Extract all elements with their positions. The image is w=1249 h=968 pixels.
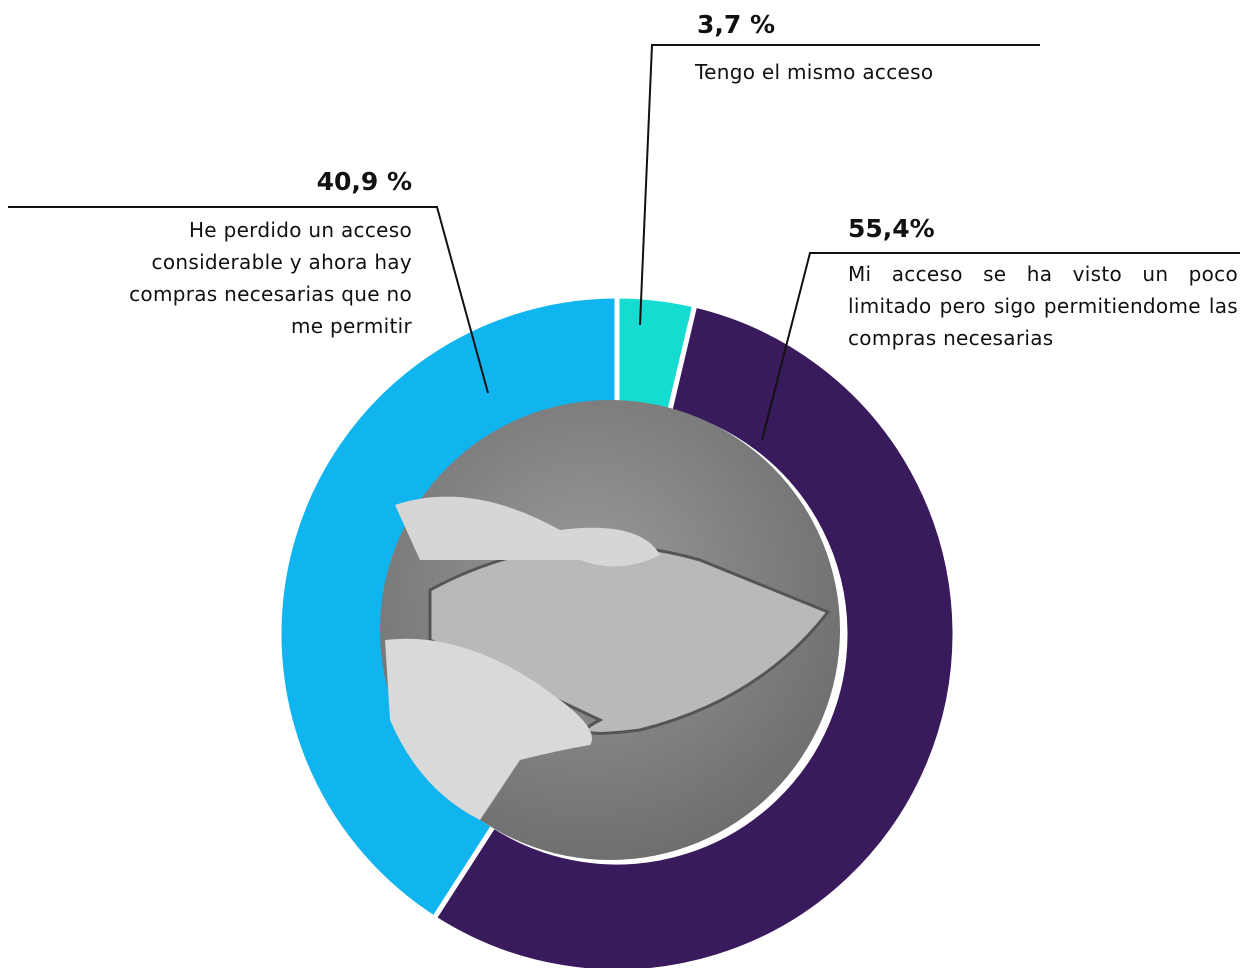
category-label: Tengo el mismo acceso <box>695 60 934 84</box>
slice <box>430 302 958 968</box>
category-label: He perdido un acceso considerable y ahor… <box>129 218 412 338</box>
leader-line <box>761 252 1240 441</box>
hand-icon <box>385 638 592 820</box>
hand-icon <box>395 496 660 567</box>
value-label: 40,9 % <box>316 167 412 196</box>
category-label: Mi acceso se ha visto un poco limitado p… <box>848 262 1238 350</box>
slices <box>276 293 958 968</box>
leader-line <box>8 206 489 394</box>
leader-line <box>639 44 1040 326</box>
value-label: 55,4% <box>848 214 935 243</box>
value-label: 3,7 % <box>697 10 776 39</box>
